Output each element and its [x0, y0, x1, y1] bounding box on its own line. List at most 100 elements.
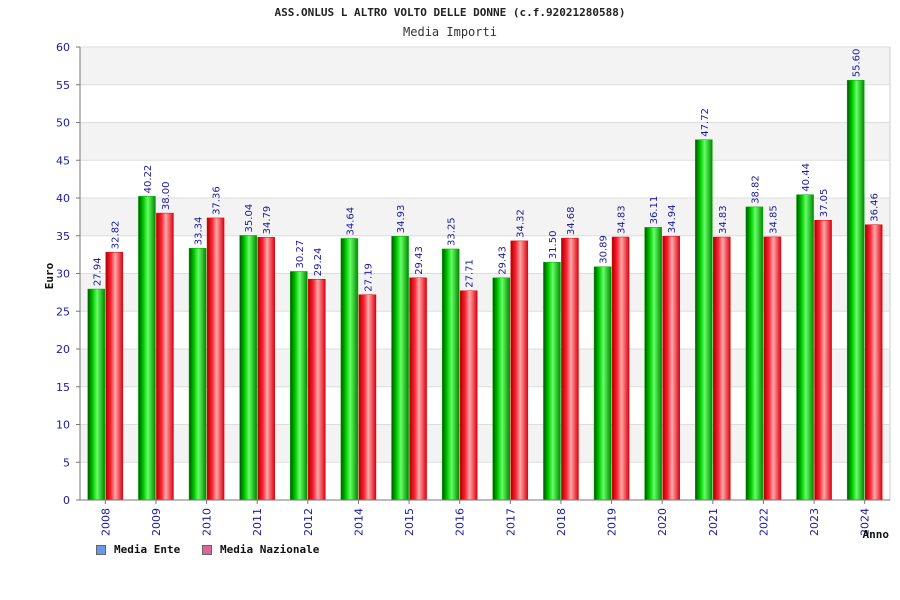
y-tick-label: 10 [56, 419, 70, 432]
x-tick-label: 2017 [504, 508, 517, 536]
y-tick-label: 0 [63, 494, 70, 507]
data-label: 34.83 [617, 205, 628, 234]
bar-media-ente-2008 [87, 288, 106, 501]
bar-media-ente-2018 [543, 261, 561, 501]
legend-label-media-nazionale: Media Nazionale [220, 543, 320, 556]
data-label: 37.05 [819, 189, 830, 218]
data-label: 34.64 [345, 207, 356, 236]
data-label: 32.82 [110, 221, 121, 250]
data-label: 34.32 [515, 209, 526, 238]
legend-label-media-ente: Media Ente [114, 543, 181, 556]
y-tick-label: 55 [56, 79, 70, 92]
y-tick-label: 45 [56, 154, 70, 167]
y-tick-label: 35 [56, 230, 70, 243]
data-label: 34.85 [768, 205, 779, 234]
data-label: 36.46 [870, 193, 881, 222]
plot-band [80, 47, 890, 85]
x-tick-label: 2019 [606, 508, 619, 536]
bar-media-ente-2016 [441, 248, 460, 501]
bar-media-ente-2012 [290, 271, 308, 501]
data-label: 38.82 [750, 175, 761, 204]
data-label: 29.43 [414, 246, 425, 275]
bar-media-nazionale-2016 [459, 290, 478, 501]
data-label: 36.11 [649, 196, 660, 225]
y-tick-label: 30 [56, 268, 70, 281]
bar-media-ente-2010 [188, 248, 207, 501]
y-tick-label: 5 [63, 456, 70, 469]
bar-media-ente-2015 [391, 236, 409, 501]
bar-media-nazionale-2014 [358, 294, 377, 501]
data-label: 29.43 [497, 246, 508, 275]
bar-media-ente-2022 [745, 206, 764, 501]
bar-media-ente-2023 [796, 194, 814, 501]
data-label: 30.89 [599, 235, 610, 264]
x-tick-label: 2022 [757, 508, 770, 536]
bar-media-nazionale-2009 [156, 212, 174, 501]
bar-media-ente-2011 [239, 235, 257, 501]
data-label: 29.24 [313, 248, 324, 277]
data-label: 34.94 [667, 205, 678, 234]
data-label: 33.25 [447, 217, 458, 246]
x-tick-label: 2023 [808, 508, 821, 536]
plot-band [80, 160, 890, 198]
legend-swatch-media-nazionale [202, 544, 212, 555]
x-tick-label: 2014 [352, 508, 365, 536]
data-label: 30.27 [295, 240, 306, 269]
data-label: 40.44 [801, 163, 812, 192]
bars: 27.94 32.82 40.22 38.00 33.34 37.36 35.04 34.79… [87, 49, 883, 501]
bar-media-ente-2009 [138, 196, 156, 501]
data-label: 34.79 [262, 206, 273, 235]
legend-swatch-media-ente [96, 544, 106, 555]
legend-item-media-nazionale: Media Nazionale [202, 543, 319, 556]
data-label: 55.60 [852, 49, 863, 78]
data-label: 33.34 [194, 217, 205, 246]
legend-item-media-ente: Media Ente [96, 543, 180, 556]
data-label: 40.22 [143, 165, 154, 194]
bar-media-nazionale-2021 [713, 236, 731, 501]
plot-band [80, 84, 890, 123]
bar-media-nazionale-2024 [864, 224, 883, 501]
data-label: 34.68 [566, 207, 577, 236]
bar-media-nazionale-2011 [257, 237, 275, 501]
data-label: 47.72 [700, 108, 711, 137]
bar-media-nazionale-2020 [662, 235, 680, 501]
bar-media-ente-2024 [846, 79, 865, 501]
data-label: 34.83 [718, 205, 729, 234]
data-label: 27.94 [92, 257, 103, 286]
bar-media-ente-2014 [340, 238, 359, 501]
y-axis-label: Euro [43, 262, 56, 289]
y-tick-label: 15 [56, 381, 70, 394]
x-tick-label: 2011 [251, 508, 264, 536]
bar-media-nazionale-2018 [561, 237, 579, 501]
data-label: 35.04 [244, 204, 255, 233]
x-tick-label: 2015 [403, 508, 416, 536]
bar-media-ente-2021 [695, 139, 713, 501]
y-tick-label: 25 [56, 305, 70, 318]
data-label: 31.50 [548, 231, 559, 260]
chart-title: ASS.ONLUS L ALTRO VOLTO DELLE DONNE (c.f… [274, 6, 626, 19]
bar-media-nazionale-2010 [206, 217, 225, 501]
y-tick-label: 40 [56, 192, 70, 205]
bar-media-ente-2019 [593, 266, 612, 501]
bar-media-nazionale-2008 [105, 251, 124, 501]
bar-media-ente-2020 [644, 227, 662, 501]
x-tick-label: 2021 [707, 508, 720, 536]
data-label: 34.93 [396, 205, 407, 234]
data-label: 37.36 [212, 186, 223, 215]
bar-media-nazionale-2015 [409, 277, 427, 501]
data-label: 27.19 [363, 263, 374, 292]
plot-band [80, 122, 890, 161]
x-axis-label: Anno [863, 528, 890, 541]
x-tick-label: 2016 [454, 508, 467, 536]
data-label: 27.71 [465, 259, 476, 288]
x-tick-label: 2012 [302, 508, 315, 536]
bar-media-nazionale-2017 [510, 240, 529, 501]
bar-media-nazionale-2012 [308, 278, 326, 501]
data-label: 38.00 [161, 181, 172, 210]
x-tick-label: 2010 [201, 508, 214, 536]
x-tick-label: 2018 [555, 508, 568, 536]
y-tick-label: 50 [56, 117, 70, 130]
bar-media-ente-2017 [492, 277, 511, 501]
x-tick-label: 2020 [656, 508, 669, 536]
